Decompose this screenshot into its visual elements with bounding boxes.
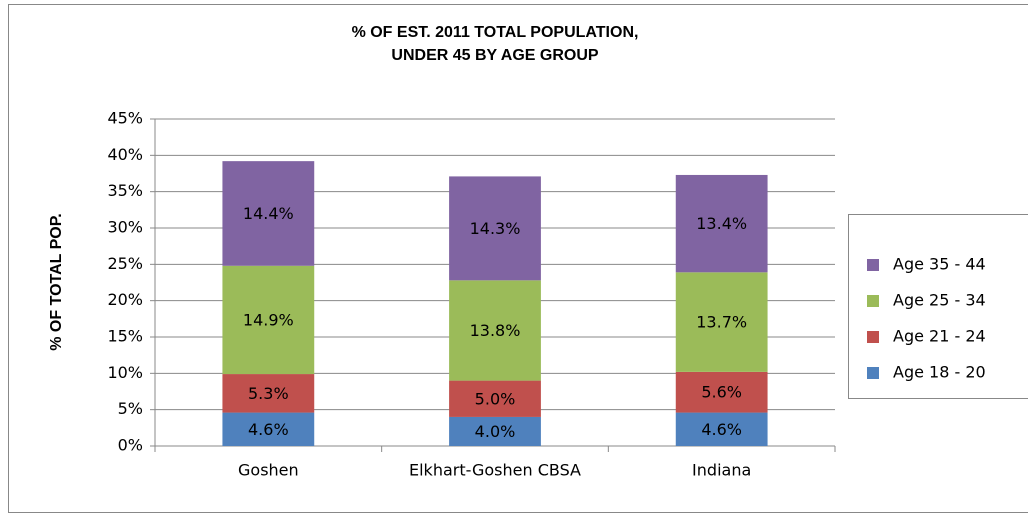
value-label: 14.3% [470,219,521,238]
value-label: 4.6% [248,420,289,439]
y-axis-label: % OF TOTAL POP. [48,213,65,351]
value-label: 5.3% [248,384,289,403]
legend-swatch [867,367,879,379]
chart-title: UNDER 45 BY AGE GROUP [391,47,598,64]
legend-label: Age 25 - 34 [893,291,986,310]
bar-segment [449,416,541,446]
y-tick-label: 0% [118,436,143,455]
y-tick-label: 25% [107,254,143,273]
y-tick-label: 35% [107,181,143,200]
x-tick-label: Goshen [238,461,299,480]
bar-segment [222,374,315,413]
legend-label: Age 21 - 24 [893,327,986,346]
y-tick-label: 5% [118,399,143,418]
bar-segment [675,412,768,446]
legend-label: Age 35 - 44 [893,255,986,274]
y-tick-label: 20% [107,290,143,309]
value-label: 4.6% [701,420,742,439]
y-tick-label: 45% [107,109,143,128]
value-label: 5.0% [475,389,516,408]
bar-segment [222,265,315,375]
bar-segment [675,174,768,273]
value-label: 13.8% [470,321,521,340]
bar-segment [222,412,315,446]
legend-swatch [867,295,879,307]
value-label: 5.6% [701,383,742,402]
value-label: 14.4% [243,204,294,223]
chart-title: % OF EST. 2011 TOTAL POPULATION, [352,24,639,41]
x-tick-label: Elkhart-Goshen CBSA [409,461,581,480]
y-tick-label: 40% [107,145,143,164]
x-tick-label: Indiana [692,461,751,480]
legend-swatch [867,259,879,271]
legend-label: Age 18 - 20 [893,363,986,382]
bar-segment [449,280,541,381]
legend-swatch [867,331,879,343]
y-tick-label: 10% [107,363,143,382]
bar-segment [222,161,315,266]
value-label: 4.0% [475,422,516,441]
value-label: 13.4% [696,214,747,233]
bar-segment [449,176,541,281]
bar-segment [675,272,768,372]
y-tick-label: 15% [107,327,143,346]
bar-segment [675,371,768,413]
value-label: 14.9% [243,310,294,329]
bar-segment [449,380,541,417]
value-label: 13.7% [696,313,747,332]
y-tick-label: 30% [107,218,143,237]
